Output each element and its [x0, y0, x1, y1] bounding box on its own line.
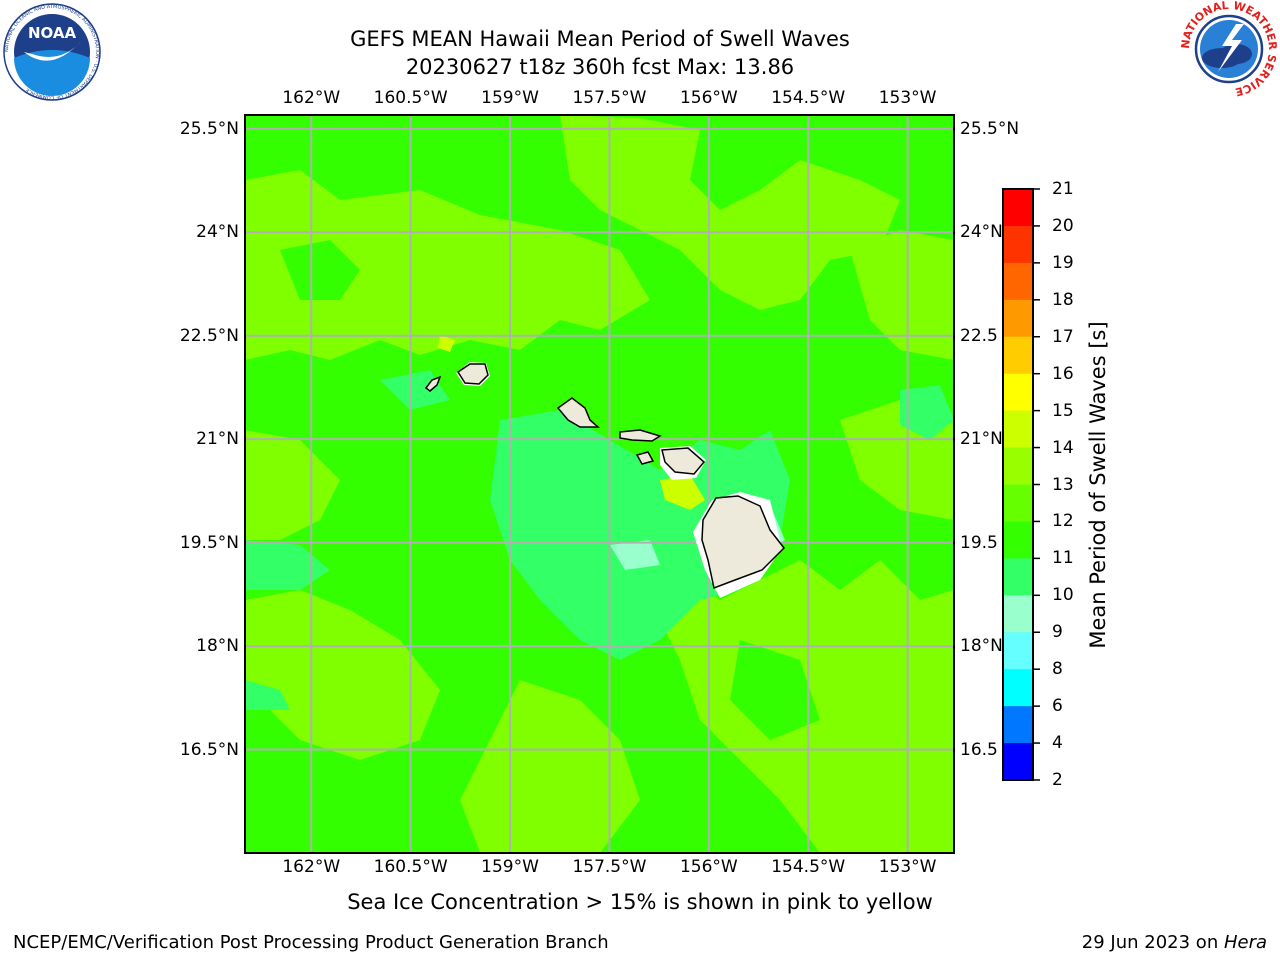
colorbar-segment: [1003, 410, 1033, 449]
lon-tick-label: 154.5°W: [771, 857, 846, 877]
lat-tick-label: 24°N: [960, 222, 1003, 243]
lat-tick-label: 22.5°N: [179, 325, 239, 346]
contour-12-13: [245, 115, 954, 853]
lon-tick-label: 162°W: [282, 857, 341, 877]
sea-ice-note: Sea Ice Concentration > 15% is shown in …: [0, 890, 1280, 914]
noaa-logo-icon: NOAA NATIONAL OCEANIC AND ATMOSPHERIC AD…: [3, 3, 101, 101]
noaa-logo-text: NOAA: [28, 24, 77, 42]
colorbar-segment: [1003, 336, 1033, 375]
lat-tick-label: 18°N: [960, 636, 1003, 657]
colorbar-tick-label: 4: [1052, 733, 1063, 754]
colorbar-tick-label: 21: [1052, 179, 1074, 199]
chart-subtitle: 20230627 t18z 360h fcst Max: 13.86: [405, 55, 795, 79]
lat-tick-label: 18°N: [196, 636, 239, 657]
lon-tick-label: 157.5°W: [572, 88, 647, 108]
lat-tick-label: 21°N: [960, 429, 1003, 450]
lon-tick-label: 160.5°W: [373, 88, 448, 108]
colorbar-tick-label: 9: [1052, 622, 1063, 643]
colorbar-tick-label: 13: [1052, 474, 1074, 495]
footer-date: 29 Jun 2023 on Hera: [1082, 932, 1267, 953]
colorbar: [1003, 189, 1033, 781]
footer-host: Hera: [1223, 932, 1267, 953]
lat-tick-label: 24°N: [196, 222, 239, 243]
lat-tick-label: 16.5°N: [179, 739, 239, 760]
contour-13-14: [438, 335, 705, 510]
footer-date-text: 29 Jun 2023 on: [1081, 932, 1224, 953]
map-frame: [244, 114, 955, 854]
map-gridlines: [245, 115, 954, 853]
footer-branch: NCEP/EMC/Verification Post Processing Pr…: [13, 932, 609, 953]
colorbar-segment: [1003, 299, 1033, 338]
lanai-island: [635, 451, 655, 465]
maui-island: [661, 447, 706, 475]
lon-tick-label: 156°W: [679, 857, 738, 877]
lat-tick-label: 21°N: [196, 429, 239, 450]
colorbar-segment: [1003, 743, 1033, 781]
lon-tick-label: 156°W: [679, 88, 738, 108]
lon-tick-label: 153°W: [878, 88, 937, 108]
sea-ice-note-text: Sea Ice Concentration > 15% is shown in …: [347, 890, 933, 914]
lon-tick-label: 154.5°W: [771, 88, 846, 108]
lon-tick-label: 157.5°W: [572, 857, 647, 877]
colorbar-segment: [1003, 632, 1033, 670]
niihau-island: [424, 375, 442, 392]
colorbar-segment: [1003, 447, 1033, 485]
colorbar-segment: [1003, 225, 1033, 264]
colorbar-tick-label: 17: [1052, 326, 1074, 347]
colorbar-frame: [1002, 188, 1034, 781]
colorbar-tick-label: 16: [1052, 363, 1074, 384]
lon-tick-label: 159°W: [481, 857, 539, 877]
colorbar-segment: [1003, 484, 1033, 522]
colorbar-tick-label: 15: [1052, 400, 1074, 421]
colorbar-segment: [1003, 595, 1033, 633]
lon-tick-label: 159°W: [481, 88, 539, 108]
map-background: [245, 115, 954, 853]
lat-tick-label: 16.5: [960, 739, 998, 760]
colorbar-tick-label: 8: [1052, 659, 1063, 680]
colorbar-tick-label: 6: [1052, 696, 1063, 717]
lon-tick-label: 153°W: [878, 857, 937, 877]
colorbar-tick-label: 19: [1052, 252, 1074, 273]
lat-tick-label: 19.5: [960, 532, 998, 553]
contour-9-10: [610, 495, 785, 570]
colorbar-tick-label: 2: [1052, 770, 1063, 790]
colorbar-segment: [1003, 262, 1033, 301]
oahu-island: [556, 397, 600, 428]
colorbar-segment: [1003, 521, 1033, 559]
lat-tick-label: 19.5°N: [179, 532, 239, 553]
colorbar-segment: [1003, 189, 1033, 227]
lat-tick-label: 22.5: [960, 325, 998, 346]
colorbar-segment: [1003, 558, 1033, 596]
colorbar-segment: [1003, 706, 1033, 744]
lon-tick-label: 160.5°W: [373, 857, 448, 877]
colorbar-tick-label: 10: [1052, 585, 1074, 606]
lat-tick-label: 25.5°N: [960, 118, 1020, 139]
lon-tick-label: 162°W: [282, 88, 341, 108]
colorbar-tick-label: 20: [1052, 215, 1074, 236]
kauai-island: [456, 363, 489, 385]
chart-title: GEFS MEAN Hawaii Mean Period of Swell Wa…: [350, 27, 850, 51]
contour-11-12: [280, 240, 820, 840]
colorbar-tick-label: 11: [1052, 548, 1074, 569]
big-island: [701, 495, 785, 590]
colorbar-label: Mean Period of Swell Waves [s]: [1086, 321, 1110, 649]
colorbar-tick-label: 14: [1052, 437, 1074, 458]
colorbar-segment: [1003, 669, 1033, 707]
molokai-island: [619, 429, 662, 442]
contour-10-11: [245, 370, 954, 710]
hawaiian-islands: [424, 362, 785, 598]
nws-logo-icon: NATIONAL WEATHER SERVICE: [1179, 0, 1279, 98]
colorbar-tick-label: 12: [1052, 511, 1074, 532]
colorbar-segment: [1003, 373, 1033, 412]
lat-tick-label: 25.5°N: [179, 118, 239, 139]
colorbar-tick-label: 18: [1052, 289, 1074, 310]
